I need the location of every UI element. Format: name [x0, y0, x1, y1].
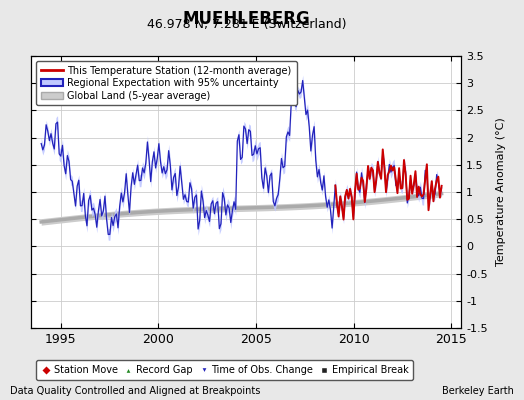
Text: 46.978 N, 7.281 E (Switzerland): 46.978 N, 7.281 E (Switzerland) [147, 18, 346, 31]
Y-axis label: Temperature Anomaly (°C): Temperature Anomaly (°C) [496, 118, 506, 266]
Legend: Station Move, Record Gap, Time of Obs. Change, Empirical Break: Station Move, Record Gap, Time of Obs. C… [36, 360, 413, 380]
Text: Data Quality Controlled and Aligned at Breakpoints: Data Quality Controlled and Aligned at B… [10, 386, 261, 396]
Text: Berkeley Earth: Berkeley Earth [442, 386, 514, 396]
Text: MUEHLEBERG: MUEHLEBERG [182, 10, 310, 28]
